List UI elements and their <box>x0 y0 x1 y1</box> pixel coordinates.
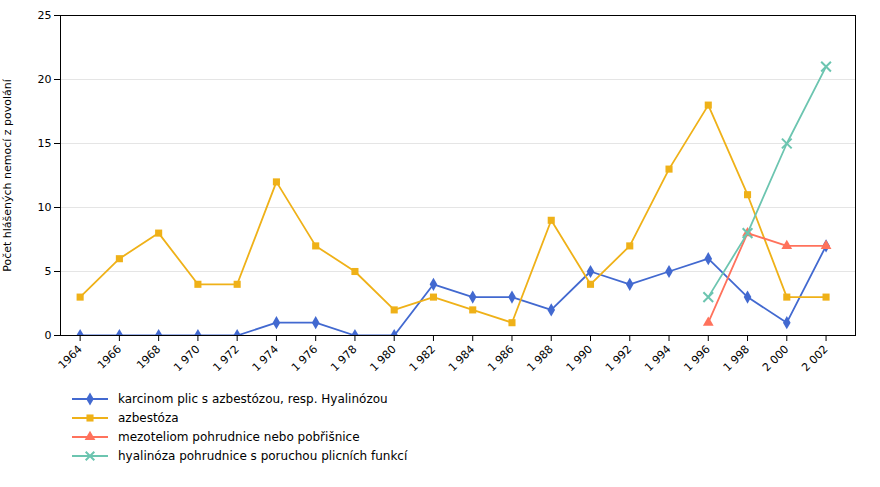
svg-text:25: 25 <box>38 9 52 22</box>
svg-text:2 002: 2 002 <box>799 343 830 374</box>
svg-text:1 980: 1 980 <box>367 343 398 374</box>
svg-text:1 998: 1 998 <box>721 343 752 374</box>
svg-text:1 972: 1 972 <box>210 343 241 374</box>
svg-text:1 986: 1 986 <box>485 343 516 374</box>
svg-text:1 976: 1 976 <box>289 343 320 374</box>
svg-text:1 988: 1 988 <box>524 343 555 374</box>
svg-text:1 984: 1 984 <box>446 343 477 374</box>
svg-text:0: 0 <box>45 329 52 342</box>
svg-text:1 994: 1 994 <box>642 343 673 374</box>
svg-text:5: 5 <box>45 265 52 278</box>
svg-text:1 990: 1 990 <box>564 343 595 374</box>
svg-text:1 978: 1 978 <box>328 343 359 374</box>
html-text:mezoteliom pohrudnice nebo pob: mezoteliom pohrudnice nebo pobřišnice <box>118 429 360 444</box>
svg-text:10: 10 <box>38 201 52 214</box>
svg-text:1 982: 1 982 <box>407 343 438 374</box>
html-text:hyalinóza pohrudnice s porucho: hyalinóza pohrudnice s poruchou plicních… <box>118 448 408 463</box>
svg-text:20: 20 <box>38 73 52 86</box>
svg-text:1 974: 1 974 <box>250 343 281 374</box>
svg-text:Počet hlášených nemocí z povol: Počet hlášených nemocí z povolání <box>1 78 14 272</box>
svg-text:1 970: 1 970 <box>171 343 202 374</box>
svg-text:2 000: 2 000 <box>760 343 791 374</box>
html-text:karcinom plic s azbestózou, re: karcinom plic s azbestózou, resp. Hyalin… <box>118 391 388 406</box>
svg-text:15: 15 <box>38 137 52 150</box>
html-text:azbestóza: azbestóza <box>118 410 179 425</box>
svg-text:1964: 1964 <box>56 343 85 372</box>
svg-text:1 992: 1 992 <box>603 343 634 374</box>
svg-text:1968: 1968 <box>134 343 163 372</box>
svg-text:1966: 1966 <box>95 343 124 372</box>
svg-text:1 996: 1 996 <box>681 343 712 374</box>
